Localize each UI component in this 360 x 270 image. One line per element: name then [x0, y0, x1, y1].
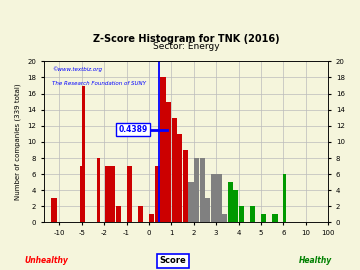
Text: Healthy: Healthy: [298, 256, 332, 265]
Title: Z-Score Histogram for TNK (2016): Z-Score Histogram for TNK (2016): [93, 34, 279, 44]
Bar: [222, 214, 227, 222]
Bar: [51, 198, 57, 222]
Bar: [183, 150, 188, 222]
Bar: [261, 214, 266, 222]
Bar: [177, 134, 183, 222]
Bar: [116, 206, 121, 222]
Bar: [233, 190, 238, 222]
Text: Score: Score: [159, 256, 186, 265]
Bar: [166, 102, 171, 222]
Text: The Research Foundation of SUNY: The Research Foundation of SUNY: [52, 81, 146, 86]
Text: ©www.textbiz.org: ©www.textbiz.org: [52, 66, 102, 72]
Bar: [273, 214, 278, 222]
Bar: [283, 174, 286, 222]
Text: Sector: Energy: Sector: Energy: [153, 42, 219, 51]
Bar: [205, 198, 210, 222]
Text: 0.4389: 0.4389: [118, 125, 148, 134]
Bar: [138, 206, 143, 222]
Bar: [250, 206, 255, 222]
Bar: [82, 86, 85, 222]
Bar: [127, 166, 132, 222]
Bar: [80, 166, 82, 222]
Bar: [194, 158, 199, 222]
Text: Unhealthy: Unhealthy: [25, 256, 69, 265]
Bar: [155, 166, 160, 222]
Bar: [97, 158, 100, 222]
Y-axis label: Number of companies (339 total): Number of companies (339 total): [15, 84, 22, 200]
Bar: [228, 182, 233, 222]
Bar: [239, 206, 244, 222]
Bar: [188, 182, 194, 222]
Bar: [216, 174, 221, 222]
Bar: [199, 158, 205, 222]
Bar: [149, 214, 154, 222]
Bar: [160, 77, 166, 222]
Bar: [172, 118, 177, 222]
Bar: [211, 174, 216, 222]
Bar: [104, 166, 115, 222]
